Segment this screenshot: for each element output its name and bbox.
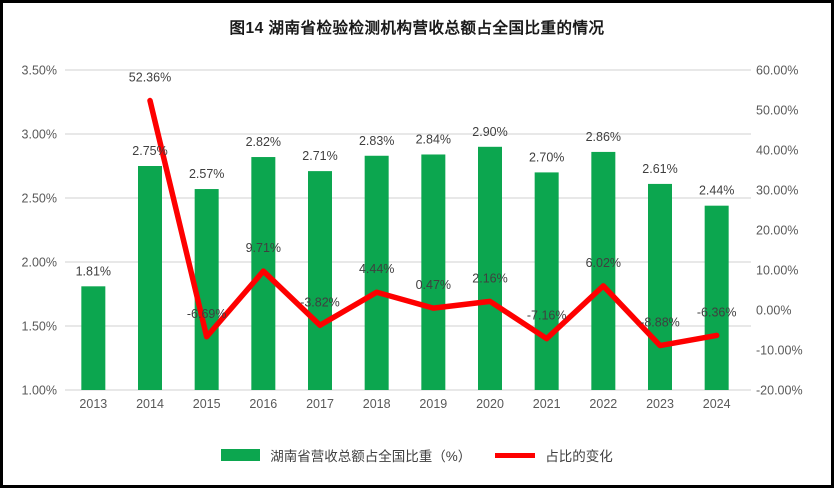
line-data-label: 2.16% <box>472 271 507 285</box>
bar-data-label: 2.82% <box>246 135 281 149</box>
y-axis-left-tick-label: 2.50% <box>22 192 57 206</box>
y-axis-right-tick-label: 60.00% <box>756 64 798 78</box>
x-axis-label: 2014 <box>136 397 164 411</box>
bar <box>81 286 106 390</box>
bar-data-label: 2.61% <box>642 162 677 176</box>
bar-data-label: 2.57% <box>189 167 224 181</box>
line-data-label: 9.71% <box>246 241 281 255</box>
y-axis-right-tick-label: 40.00% <box>756 144 798 158</box>
y-axis-right-tick-label: 10.00% <box>756 264 798 278</box>
y-axis-right-tick-label: 0.00% <box>756 304 791 318</box>
x-axis-label: 2020 <box>476 397 504 411</box>
x-axis-label: 2024 <box>703 397 731 411</box>
x-axis-label: 2018 <box>363 397 391 411</box>
line-data-label: 52.36% <box>129 71 171 85</box>
x-axis-label: 2013 <box>79 397 107 411</box>
y-axis-left-tick-label: 2.00% <box>22 256 57 270</box>
legend-bar-swatch <box>221 449 261 461</box>
bar <box>478 146 502 390</box>
bar-data-label: 2.86% <box>586 130 621 144</box>
bar-data-label: 2.84% <box>416 132 451 146</box>
line-data-label: 6.02% <box>586 256 621 270</box>
y-axis-right-tick-label: 20.00% <box>756 224 798 238</box>
y-axis-right-tick-label: -10.00% <box>756 344 803 358</box>
bar <box>421 154 446 390</box>
x-axis-label: 2015 <box>193 397 221 411</box>
y-axis-left-tick-label: 1.00% <box>22 384 57 398</box>
trend-line <box>147 97 720 349</box>
bar <box>534 172 559 390</box>
bar-data-label: 2.71% <box>302 149 337 163</box>
bar-data-label: 2.83% <box>359 134 394 148</box>
x-axis-label: 2016 <box>249 397 277 411</box>
chart-title: 图14 湖南省检验检测机构营收总额占全国比重的情况 <box>229 20 605 37</box>
combo-chart: 3.50% 3.00% 2.50% 2.00% 1.50% 1.00% 60.00% 50.0… <box>22 64 803 412</box>
y-axis-right-tick-label: 30.00% <box>756 184 798 198</box>
bar-data-label: 2.44% <box>699 184 734 198</box>
bar <box>704 205 729 390</box>
bar <box>648 183 672 390</box>
y-axis-right-tick-label: 50.00% <box>756 104 798 118</box>
line-data-label: -6.36% <box>697 305 737 319</box>
bar <box>138 166 162 390</box>
bar-data-label: 2.70% <box>529 150 564 164</box>
line-data-label: -3.82% <box>300 295 340 309</box>
x-axis-label: 2019 <box>419 397 447 411</box>
x-axis-label: 2022 <box>589 397 617 411</box>
line-data-label: 4.44% <box>359 262 394 276</box>
bar <box>364 155 389 390</box>
line-data-label: 0.47% <box>416 278 451 292</box>
y-axis-left-tick-label: 3.00% <box>22 128 57 142</box>
bar-data-label: 1.81% <box>76 264 111 278</box>
bar <box>591 151 616 390</box>
bar <box>194 189 219 390</box>
x-axis-label: 2021 <box>533 397 561 411</box>
y-axis-left-tick-label: 1.50% <box>22 320 57 334</box>
bar-data-label: 2.90% <box>472 125 507 139</box>
chart-legend: 湖南省营收总额占全国比重（%） 占比的变化 <box>3 445 831 465</box>
y-axis-left-tick-label: 3.50% <box>22 64 57 78</box>
y-axis-right-tick-label: -20.00% <box>756 384 803 398</box>
x-axis-label: 2023 <box>646 397 674 411</box>
bar-data-label: 2.75% <box>132 144 167 158</box>
legend-line-label: 占比的变化 <box>545 449 613 464</box>
bar <box>308 171 332 390</box>
line-data-label: -6.69% <box>187 307 227 321</box>
line-data-label: -7.16% <box>527 309 567 323</box>
x-axis-label: 2017 <box>306 397 334 411</box>
legend-line-swatch <box>495 452 536 458</box>
legend-bar-label: 湖南省营收总额占全国比重（%） <box>270 449 472 464</box>
line-data-label: -8.88% <box>640 316 680 330</box>
